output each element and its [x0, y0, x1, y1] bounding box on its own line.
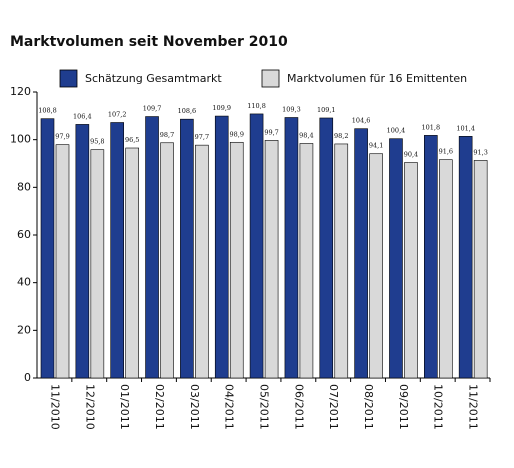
- value-label: 107,2: [108, 111, 127, 119]
- legend-swatch: [59, 69, 78, 88]
- y-tick-label: 0: [24, 371, 31, 384]
- bar: [195, 144, 209, 379]
- bar: [369, 153, 383, 379]
- x-tick-label: 06/2011: [292, 384, 305, 430]
- x-tick-label: 01/2011: [118, 384, 131, 430]
- bar: [214, 115, 229, 379]
- value-label: 108,6: [178, 107, 197, 115]
- value-label: 109,1: [317, 106, 336, 114]
- value-label: 109,9: [212, 104, 231, 112]
- bar: [473, 160, 488, 379]
- bar: [110, 122, 124, 379]
- value-label: 109,3: [282, 106, 301, 114]
- value-label: 106,4: [73, 112, 92, 120]
- value-label: 98,4: [299, 131, 313, 139]
- bar: [249, 113, 264, 379]
- value-label: 98,2: [334, 132, 348, 140]
- value-label: 101,4: [456, 124, 475, 132]
- legend-label: Schätzung Gesamtmarkt: [85, 72, 222, 85]
- value-label: 110,8: [247, 102, 266, 110]
- bar: [180, 118, 194, 379]
- value-label: 91,6: [439, 148, 453, 156]
- x-tick-label: 05/2011: [258, 384, 271, 430]
- legend-label: Marktvolumen für 16 Emittenten: [287, 72, 467, 85]
- x-tick-label: 11/2011: [467, 384, 480, 430]
- y-tick-label: 80: [17, 180, 31, 193]
- value-label: 90,4: [404, 151, 418, 159]
- bar: [75, 124, 90, 379]
- value-label: 104,6: [352, 117, 371, 125]
- chart-title: Marktvolumen seit November 2010: [10, 34, 288, 50]
- y-tick-label: 100: [10, 133, 31, 146]
- value-label: 94,1: [369, 142, 383, 150]
- x-tick-label: 08/2011: [362, 384, 375, 430]
- value-label: 91,3: [473, 148, 487, 156]
- y-tick-label: 60: [17, 228, 31, 241]
- bar: [354, 128, 368, 379]
- value-label: 101,8: [422, 123, 441, 131]
- value-label: 99,7: [264, 128, 278, 136]
- bar: [40, 118, 55, 379]
- x-tick-label: 10/2011: [432, 384, 445, 430]
- bar: [145, 116, 159, 379]
- value-label: 97,7: [195, 133, 209, 141]
- bar: [229, 141, 244, 379]
- value-label: 96,5: [125, 136, 139, 144]
- bar: [299, 143, 314, 379]
- x-tick-label: 03/2011: [188, 384, 201, 430]
- x-tick-label: 02/2011: [153, 384, 166, 430]
- bar: [55, 144, 70, 379]
- x-tick-label: 11/2010: [48, 384, 61, 430]
- y-tick-label: 20: [17, 323, 31, 336]
- x-tick-label: 12/2010: [83, 384, 96, 430]
- bar: [90, 149, 105, 379]
- bar: [404, 162, 418, 379]
- value-label: 98,9: [229, 130, 243, 138]
- bar: [284, 117, 299, 379]
- value-label: 108,8: [38, 107, 57, 115]
- bar: [319, 117, 334, 379]
- bar: [125, 147, 139, 379]
- y-tick-label: 40: [17, 276, 31, 289]
- x-tick-label: 09/2011: [397, 384, 410, 430]
- bar: [458, 136, 473, 379]
- bar: [424, 135, 438, 379]
- legend-swatch: [261, 69, 280, 88]
- value-label: 109,7: [143, 105, 162, 113]
- bar: [439, 159, 453, 379]
- bar: [264, 140, 279, 379]
- x-tick-label: 07/2011: [327, 384, 340, 430]
- value-label: 97,9: [55, 133, 69, 141]
- value-label: 95,8: [90, 138, 104, 146]
- bar: [334, 143, 349, 379]
- y-tick-label: 120: [10, 85, 31, 98]
- bar: [389, 138, 403, 379]
- bar: [160, 142, 174, 379]
- value-label: 98,7: [160, 131, 174, 139]
- x-tick-label: 04/2011: [223, 384, 236, 430]
- value-label: 100,4: [387, 127, 406, 135]
